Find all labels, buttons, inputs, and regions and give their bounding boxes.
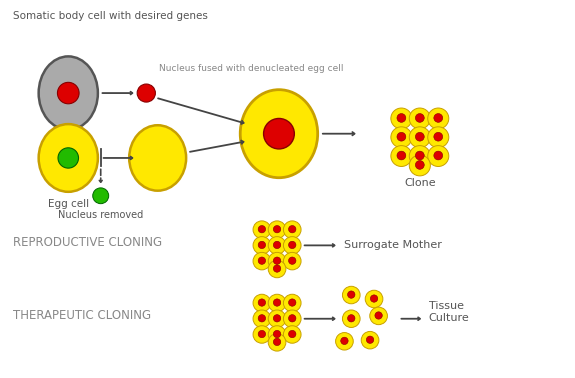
Circle shape bbox=[268, 334, 286, 351]
Circle shape bbox=[434, 151, 443, 160]
Circle shape bbox=[283, 294, 301, 312]
Circle shape bbox=[253, 326, 271, 343]
Circle shape bbox=[258, 241, 266, 249]
Circle shape bbox=[253, 253, 271, 270]
Text: Egg cell: Egg cell bbox=[48, 199, 89, 209]
Text: Clone: Clone bbox=[404, 178, 436, 187]
Circle shape bbox=[347, 291, 355, 298]
Circle shape bbox=[253, 294, 271, 312]
Circle shape bbox=[283, 237, 301, 254]
Circle shape bbox=[375, 312, 382, 319]
Circle shape bbox=[361, 332, 379, 349]
Circle shape bbox=[397, 151, 406, 160]
Text: REPRODUCTIVE CLONING: REPRODUCTIVE CLONING bbox=[13, 236, 162, 249]
Circle shape bbox=[268, 310, 286, 327]
Text: THERAPEUTIC CLONING: THERAPEUTIC CLONING bbox=[13, 310, 151, 322]
Circle shape bbox=[258, 299, 266, 306]
Circle shape bbox=[391, 108, 412, 129]
Circle shape bbox=[397, 113, 406, 122]
Circle shape bbox=[336, 333, 353, 350]
Circle shape bbox=[289, 257, 296, 264]
Circle shape bbox=[253, 237, 271, 254]
Circle shape bbox=[273, 265, 281, 272]
Circle shape bbox=[391, 146, 412, 166]
Circle shape bbox=[273, 314, 281, 322]
Circle shape bbox=[93, 188, 109, 204]
Circle shape bbox=[283, 221, 301, 239]
Circle shape bbox=[370, 295, 378, 302]
Circle shape bbox=[428, 146, 449, 166]
Text: Somatic body cell with desired genes: Somatic body cell with desired genes bbox=[13, 11, 208, 21]
Circle shape bbox=[268, 237, 286, 254]
Circle shape bbox=[415, 151, 424, 160]
Circle shape bbox=[273, 299, 281, 306]
Circle shape bbox=[365, 290, 383, 308]
Circle shape bbox=[273, 338, 281, 345]
Ellipse shape bbox=[39, 124, 98, 192]
Circle shape bbox=[343, 310, 360, 327]
Circle shape bbox=[253, 310, 271, 327]
Circle shape bbox=[409, 127, 430, 148]
Circle shape bbox=[409, 146, 430, 166]
Circle shape bbox=[434, 113, 443, 122]
Circle shape bbox=[409, 155, 430, 176]
Ellipse shape bbox=[129, 125, 186, 191]
Circle shape bbox=[289, 241, 296, 249]
Circle shape bbox=[137, 84, 155, 102]
Circle shape bbox=[347, 314, 355, 322]
Circle shape bbox=[263, 118, 294, 149]
Circle shape bbox=[258, 257, 266, 264]
Circle shape bbox=[253, 221, 271, 239]
Circle shape bbox=[341, 337, 348, 344]
Circle shape bbox=[273, 257, 281, 264]
Circle shape bbox=[289, 314, 296, 322]
Circle shape bbox=[273, 226, 281, 233]
Circle shape bbox=[58, 82, 79, 104]
Circle shape bbox=[58, 148, 79, 168]
Circle shape bbox=[273, 241, 281, 249]
Circle shape bbox=[289, 226, 296, 233]
Circle shape bbox=[397, 132, 406, 141]
Circle shape bbox=[415, 132, 424, 141]
Circle shape bbox=[258, 226, 266, 233]
Circle shape bbox=[415, 161, 424, 169]
Circle shape bbox=[258, 330, 266, 338]
Circle shape bbox=[428, 108, 449, 129]
Circle shape bbox=[268, 253, 286, 270]
Circle shape bbox=[370, 307, 388, 325]
Circle shape bbox=[289, 330, 296, 338]
Ellipse shape bbox=[240, 90, 317, 178]
Circle shape bbox=[283, 253, 301, 270]
Circle shape bbox=[289, 299, 296, 306]
Circle shape bbox=[268, 294, 286, 312]
Text: Surrogate Mother: Surrogate Mother bbox=[344, 240, 442, 250]
Circle shape bbox=[268, 260, 286, 278]
Circle shape bbox=[268, 326, 286, 343]
Ellipse shape bbox=[39, 56, 98, 130]
Text: Nucleus fused with denucleated egg cell: Nucleus fused with denucleated egg cell bbox=[159, 64, 344, 73]
Text: Tissue
Culture: Tissue Culture bbox=[429, 301, 469, 323]
Circle shape bbox=[366, 336, 374, 344]
Circle shape bbox=[283, 326, 301, 343]
Circle shape bbox=[428, 127, 449, 148]
Circle shape bbox=[343, 286, 360, 304]
Circle shape bbox=[283, 310, 301, 327]
Circle shape bbox=[409, 108, 430, 129]
Circle shape bbox=[415, 113, 424, 122]
Circle shape bbox=[273, 330, 281, 338]
Circle shape bbox=[268, 221, 286, 239]
Circle shape bbox=[434, 132, 443, 141]
Circle shape bbox=[391, 127, 412, 148]
Text: Nucleus removed: Nucleus removed bbox=[58, 211, 143, 220]
Circle shape bbox=[258, 314, 266, 322]
